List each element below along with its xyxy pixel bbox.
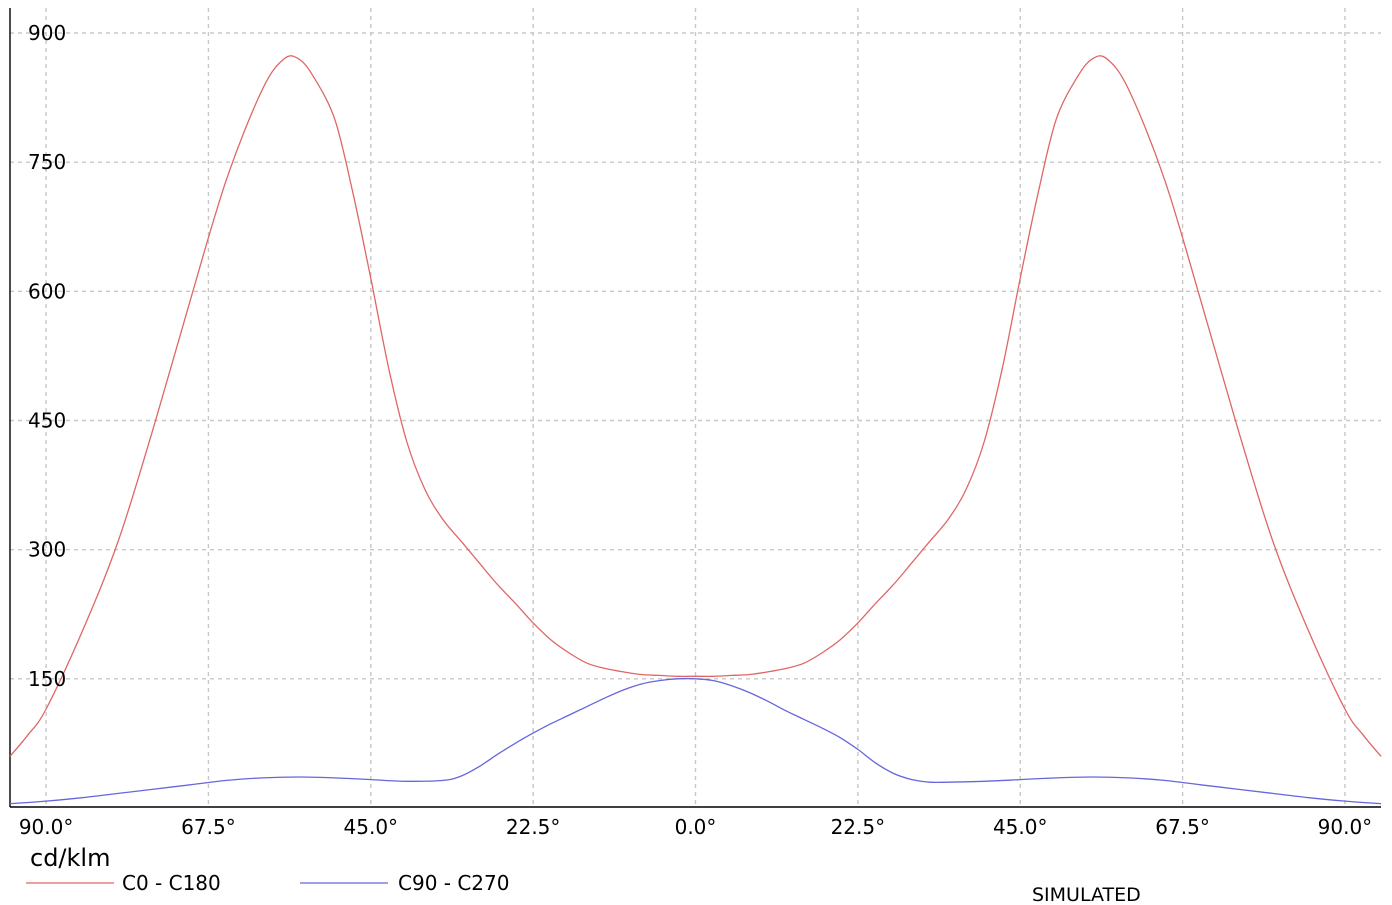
x-tick-label: 90.0° [1318, 815, 1373, 839]
legend: C0 - C180 C90 - C270 [26, 871, 509, 895]
series-layer [9, 55, 1382, 805]
y-tick-label: 450 [28, 409, 66, 433]
series-line-2 [9, 677, 1382, 805]
axes [9, 8, 1381, 808]
y-tick-label: 900 [28, 21, 66, 45]
x-tick-label: 45.0° [993, 815, 1048, 839]
grid-lines [10, 8, 1381, 807]
x-tick-label: 67.5° [181, 815, 236, 839]
y-unit-label: cd/klm [30, 844, 110, 872]
y-tick-label: 150 [28, 667, 66, 691]
x-tick-label: 22.5° [506, 815, 561, 839]
simulated-note: SIMULATED [1032, 884, 1141, 905]
x-tick-label: 0.0° [675, 815, 717, 839]
y-tick-label: 600 [28, 279, 66, 303]
x-tick-labels: 90.0° 67.5° 45.0° 22.5° 0.0° 22.5° 45.0° 67.5° 9… [19, 815, 1372, 839]
x-tick-label: 67.5° [1155, 815, 1210, 839]
y-tick-label: 750 [28, 150, 66, 174]
x-tick-label: 22.5° [831, 815, 886, 839]
legend-label-c90-c270: C90 - C270 [398, 871, 509, 895]
y-tick-labels: 150 300 450 600 750 900 [28, 21, 66, 691]
x-tick-label: 90.0° [19, 815, 74, 839]
y-tick-label: 300 [28, 538, 66, 562]
series-line-1 [9, 55, 1382, 757]
x-tick-label: 45.0° [344, 815, 399, 839]
legend-label-c0-c180: C0 - C180 [122, 871, 221, 895]
